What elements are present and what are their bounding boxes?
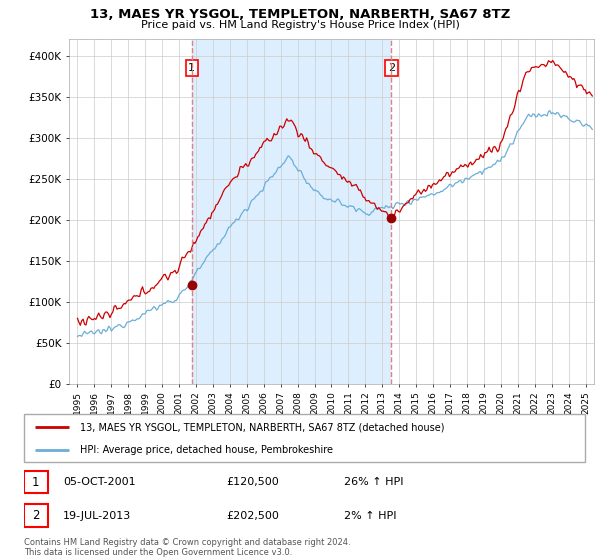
Text: HPI: Average price, detached house, Pembrokeshire: HPI: Average price, detached house, Pemb… (80, 445, 333, 455)
Text: £202,500: £202,500 (226, 511, 279, 521)
Text: 13, MAES YR YSGOL, TEMPLETON, NARBERTH, SA67 8TZ (detached house): 13, MAES YR YSGOL, TEMPLETON, NARBERTH, … (80, 422, 445, 432)
Text: 13, MAES YR YSGOL, TEMPLETON, NARBERTH, SA67 8TZ: 13, MAES YR YSGOL, TEMPLETON, NARBERTH, … (90, 8, 510, 21)
Text: 1: 1 (32, 475, 40, 488)
Text: 19-JUL-2013: 19-JUL-2013 (63, 511, 131, 521)
Text: 1: 1 (188, 63, 195, 73)
FancyBboxPatch shape (24, 471, 47, 493)
FancyBboxPatch shape (24, 505, 47, 527)
Text: 2: 2 (388, 63, 395, 73)
Text: Contains HM Land Registry data © Crown copyright and database right 2024.
This d: Contains HM Land Registry data © Crown c… (24, 538, 350, 557)
Text: Price paid vs. HM Land Registry's House Price Index (HPI): Price paid vs. HM Land Registry's House … (140, 20, 460, 30)
Bar (192, 39, 391, 384)
Text: £120,500: £120,500 (226, 477, 279, 487)
Text: 26% ↑ HPI: 26% ↑ HPI (344, 477, 403, 487)
Text: 2: 2 (32, 509, 40, 522)
Text: 05-OCT-2001: 05-OCT-2001 (63, 477, 136, 487)
FancyBboxPatch shape (24, 414, 585, 462)
Text: 2% ↑ HPI: 2% ↑ HPI (344, 511, 396, 521)
